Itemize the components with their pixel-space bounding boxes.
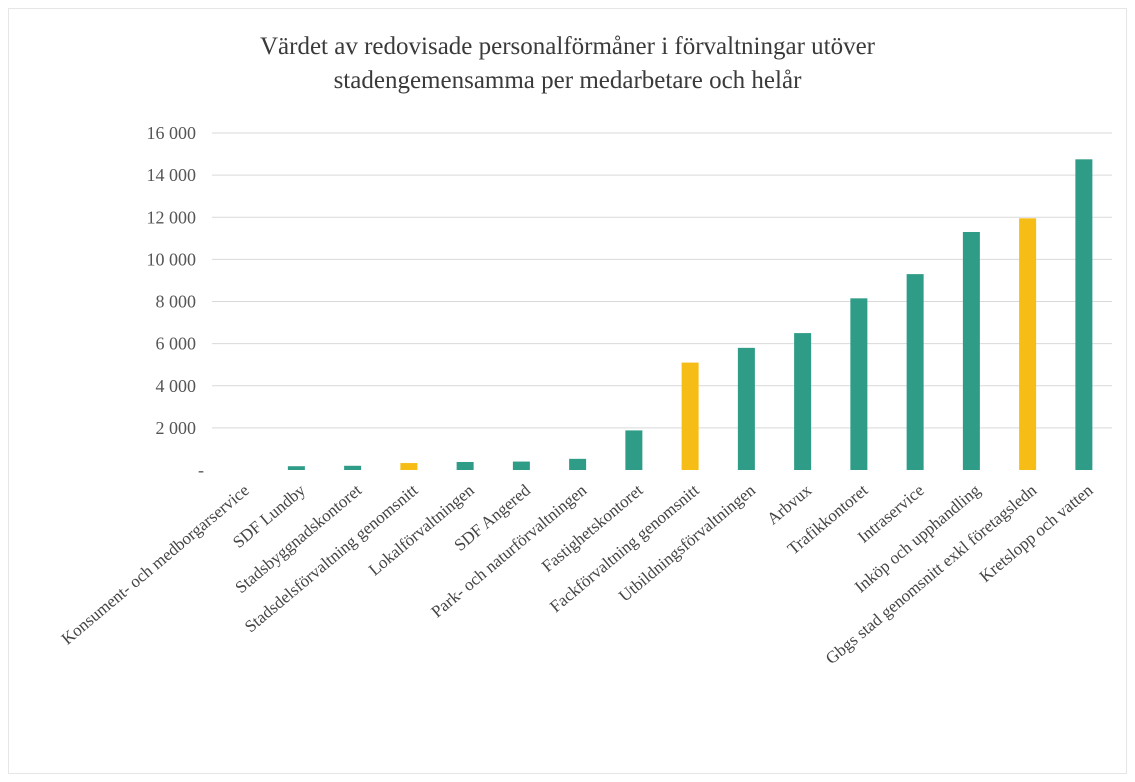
x-category-label: Konsument- och medborgarservice [58,481,253,649]
gridlines [212,132,1112,429]
bar [287,466,305,470]
chart-title-line-2: stadengemensamma per medarbetare och hel… [333,67,802,94]
bar [681,362,699,470]
bar [344,465,362,470]
bar [400,463,418,470]
y-tick-label: - [198,460,204,480]
chart-frame [8,8,1127,774]
bar [737,347,755,470]
y-tick-label: 12 000 [147,207,197,227]
bar [512,461,530,470]
bar [569,458,587,470]
bar [1075,159,1093,470]
bar [1019,218,1037,470]
y-tick-label: 10 000 [147,249,197,269]
x-category-label: Fastighetskontoret [538,480,647,575]
bars [287,159,1093,470]
x-category-label: Arbvux [763,480,815,528]
bar [906,274,924,470]
y-tick-label: 2 000 [156,418,197,438]
bar [456,461,474,470]
y-tick-label: 16 000 [147,123,197,143]
bar [625,430,643,470]
y-tick-label: 14 000 [147,165,197,185]
x-category-label: Lokalförvaltningen [365,480,478,579]
chart-title-line-1: Värdet av redovisade personalförmåner i … [259,33,876,60]
y-tick-label: 6 000 [156,334,197,354]
bar [962,231,980,470]
bar [794,333,812,470]
y-axis-tick-labels: - 2 000 4 000 6 000 8 000 10 000 12 000 14 000 1… [147,123,205,480]
y-tick-label: 4 000 [156,376,197,396]
y-tick-label: 8 000 [156,292,197,312]
bar [850,298,868,470]
chart-title: Värdet av redovisade personalförmåner i … [0,30,1135,98]
